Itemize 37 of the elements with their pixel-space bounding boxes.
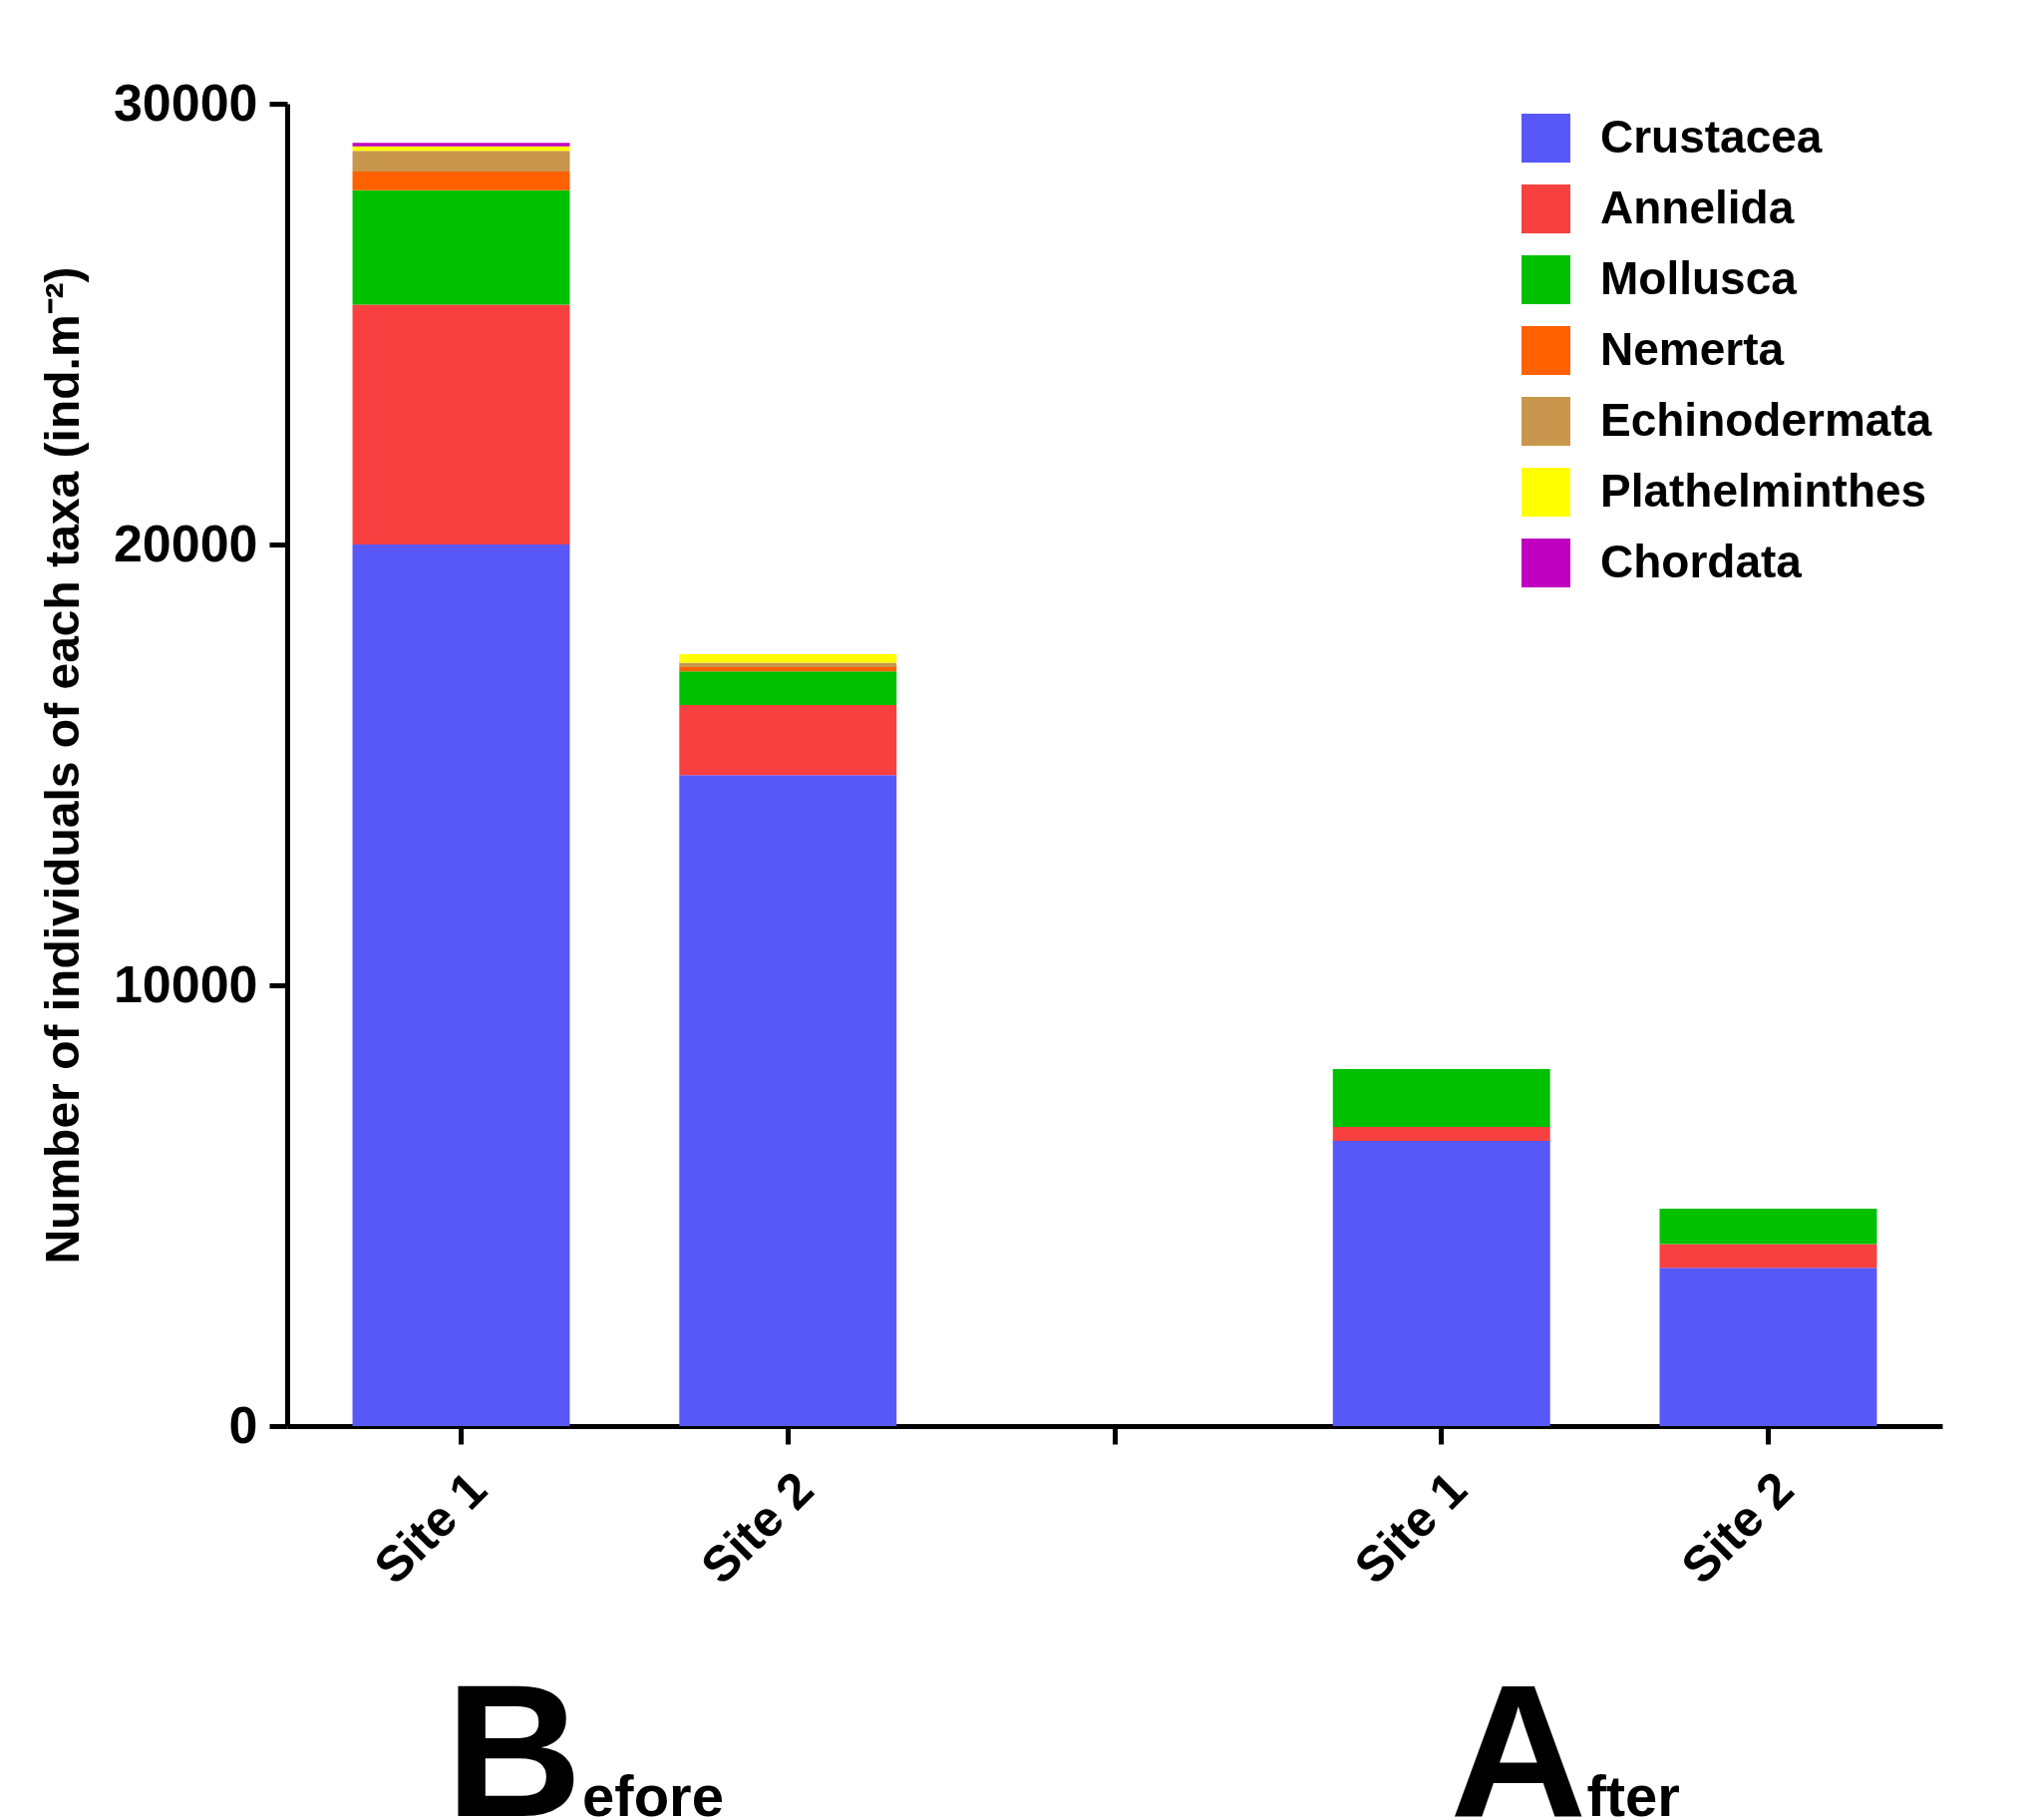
bar xyxy=(679,775,897,1426)
bar xyxy=(352,146,570,152)
bar xyxy=(1659,1209,1877,1245)
bar xyxy=(352,143,570,147)
bar xyxy=(1332,1068,1550,1127)
bar xyxy=(1659,1244,1877,1269)
bar xyxy=(352,189,570,305)
legend-label: Nemerta xyxy=(1600,322,1785,375)
bar xyxy=(1332,1141,1550,1426)
x-tick-label: Site 2 xyxy=(690,1460,825,1595)
bar xyxy=(1332,1126,1550,1142)
bar xyxy=(679,662,897,667)
bar xyxy=(352,172,570,190)
bar xyxy=(352,304,570,545)
y-tick-label: 0 xyxy=(228,1395,258,1454)
legend-label: Mollusca xyxy=(1600,251,1798,304)
y-tick-label: 10000 xyxy=(113,954,258,1013)
y-tick-label: 20000 xyxy=(113,514,258,572)
legend-label: Plathelminthes xyxy=(1600,464,1927,517)
x-tick-label: Site 1 xyxy=(1343,1460,1478,1595)
legend-label: Echinodermata xyxy=(1600,393,1932,446)
y-tick-label: 30000 xyxy=(113,73,258,132)
bar xyxy=(679,666,897,672)
bar xyxy=(1659,1268,1877,1426)
legend-label: Crustacea xyxy=(1600,110,1823,163)
bar xyxy=(679,704,897,776)
x-tick-label: Site 1 xyxy=(363,1460,498,1595)
bar xyxy=(352,545,570,1426)
bar xyxy=(679,654,897,663)
text: Before xyxy=(445,1644,724,1820)
y-axis-title: Number of individuals of each taxa (ind.m⁻²) xyxy=(35,266,89,1265)
legend-label: Annelida xyxy=(1600,181,1795,233)
bar xyxy=(352,151,570,173)
text: After xyxy=(1450,1644,1680,1820)
x-tick-label: Site 2 xyxy=(1670,1460,1805,1595)
legend-label: Chordata xyxy=(1600,535,1803,587)
bar xyxy=(679,671,897,705)
